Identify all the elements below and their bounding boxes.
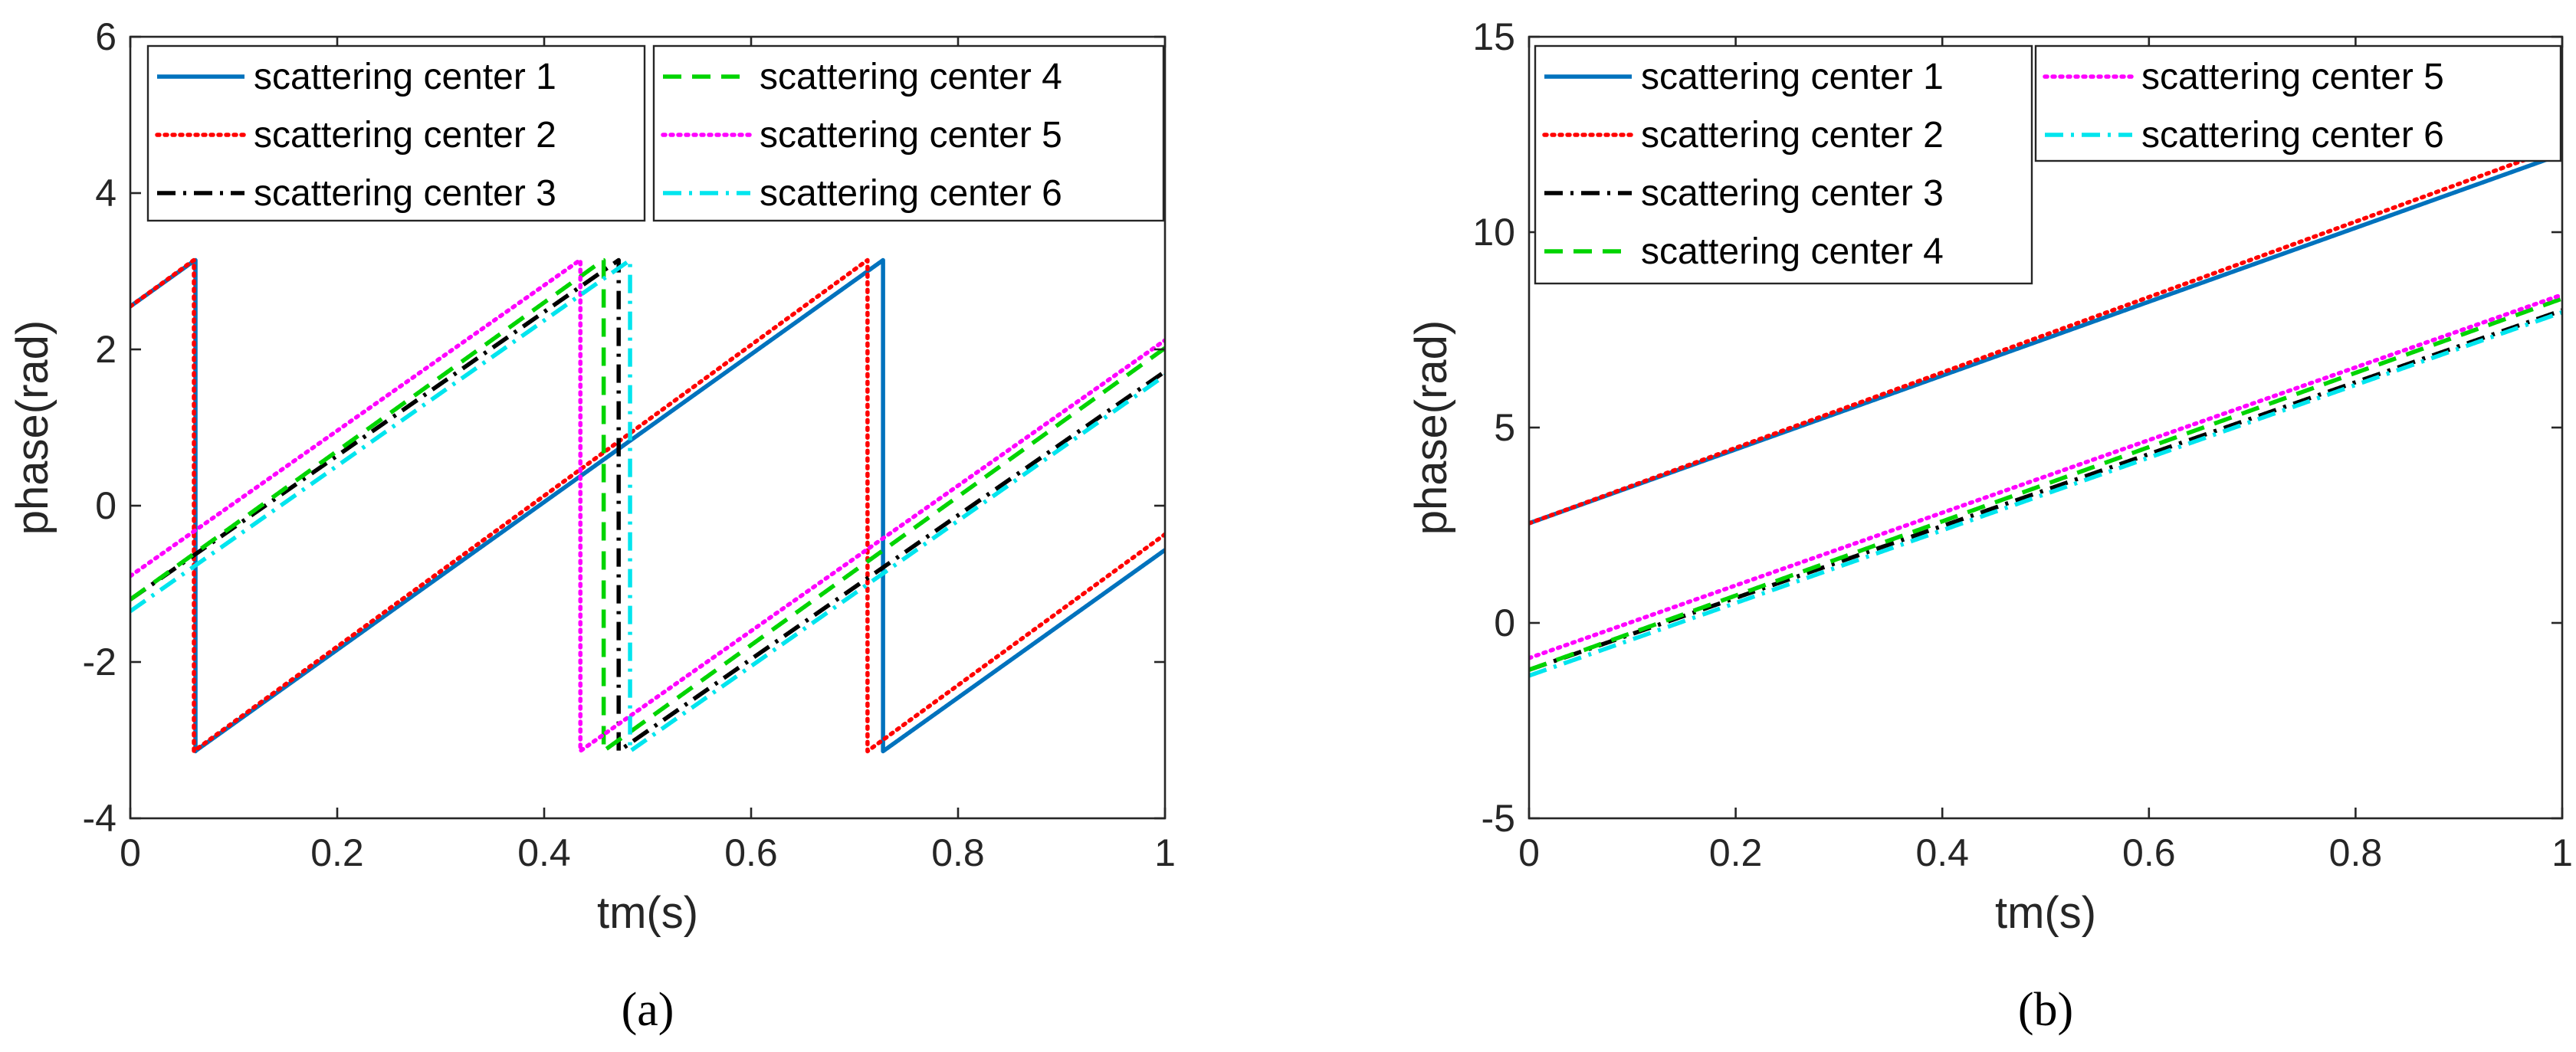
series-line-2 [1529, 144, 2562, 526]
series-line-5 [1529, 292, 2562, 660]
y-tick-label: -5 [1482, 797, 1515, 840]
x-tick-label: 0 [120, 831, 141, 874]
series-group [130, 257, 1165, 754]
series-group [1529, 144, 2562, 678]
y-tick-label: 10 [1472, 211, 1515, 254]
legend-box-2: scattering center 4 scattering center 5 sc… [652, 44, 1165, 222]
y-tick-label: -2 [83, 641, 116, 683]
x-tick-label: 0.2 [310, 831, 364, 874]
y-axis-label: phase(rad) [8, 320, 57, 535]
legend-entry-label: scattering center 6 [760, 173, 1062, 214]
series-line-3 [1529, 308, 2562, 672]
y-tick-label: 0 [1494, 601, 1515, 644]
x-tick-label: 1 [1154, 831, 1176, 874]
panel-label: (b) [2018, 984, 2073, 1036]
legend-entry-label: scattering center 2 [1641, 115, 1944, 156]
x-tick-label: 0.8 [2329, 831, 2383, 874]
x-tick-label: 0 [1518, 831, 1540, 874]
y-tick-label: 5 [1494, 406, 1515, 449]
legend-entry-label: scattering center 5 [2141, 57, 2444, 97]
panel-a: 0 0.2 0.4 0.6 0.8 1 -4 -2 0 2 4 6 tm(s) phase(rad) sca… [8, 15, 1176, 1036]
series-line-1 [130, 257, 1165, 754]
legend-frame [2034, 44, 2562, 162]
x-axis-label: tm(s) [597, 888, 698, 938]
x-tick-label: 1 [2551, 831, 2573, 874]
legend-entry-label: scattering center 4 [760, 57, 1062, 97]
legend-entry-label: scattering center 3 [254, 173, 556, 214]
y-tick-label: 4 [95, 172, 116, 215]
x-tick-label: 0.2 [1709, 831, 1763, 874]
x-tick-label: 0.8 [931, 831, 985, 874]
legend-box-2: scattering center 5 scattering center 6 [2034, 44, 2562, 162]
x-axis-label: tm(s) [1995, 888, 2096, 938]
x-tick-label: 0.6 [2122, 831, 2176, 874]
legend-box-1: scattering center 1 scattering center 2 sc… [1534, 44, 2033, 285]
legend-entry-label: scattering center 1 [1641, 57, 1944, 97]
legend-entry-label: scattering center 4 [1641, 231, 1944, 272]
y-tick-label: -4 [83, 797, 116, 840]
legend-box-1: scattering center 1 scattering center 2 sc… [146, 44, 646, 222]
series-line-3 [130, 257, 1165, 754]
legend-entry-label: scattering center 6 [2141, 115, 2444, 156]
legend-entry-label: scattering center 5 [760, 115, 1062, 156]
legend-entry-label: scattering center 3 [1641, 173, 1944, 214]
y-tick-label: 0 [95, 484, 116, 527]
panel-label: (a) [622, 984, 674, 1036]
legend-entry-label: scattering center 2 [254, 115, 556, 156]
legend-frame [1534, 44, 2033, 285]
y-tick-label: 15 [1472, 15, 1515, 58]
series-line-4 [130, 257, 1165, 754]
axes-box [129, 35, 1167, 820]
panel-b: 0 0.2 0.4 0.6 0.8 1-5051015tm(s)phase(rad)sca… [1406, 15, 2573, 1036]
y-tick-label: 6 [95, 15, 116, 58]
y-axis-label: phase(rad) [1406, 320, 1456, 535]
legend-entry-label: scattering center 1 [254, 57, 556, 97]
y-tick-label: 2 [95, 328, 116, 371]
x-tick-label: 0.4 [517, 831, 571, 874]
series-line-5 [130, 257, 1165, 754]
x-tick-label: 0.6 [724, 831, 778, 874]
series-line-4 [1529, 297, 2562, 672]
series-line-2 [130, 257, 1165, 754]
x-tick-label: 0.4 [1915, 831, 1969, 874]
series-line-6 [130, 257, 1165, 754]
